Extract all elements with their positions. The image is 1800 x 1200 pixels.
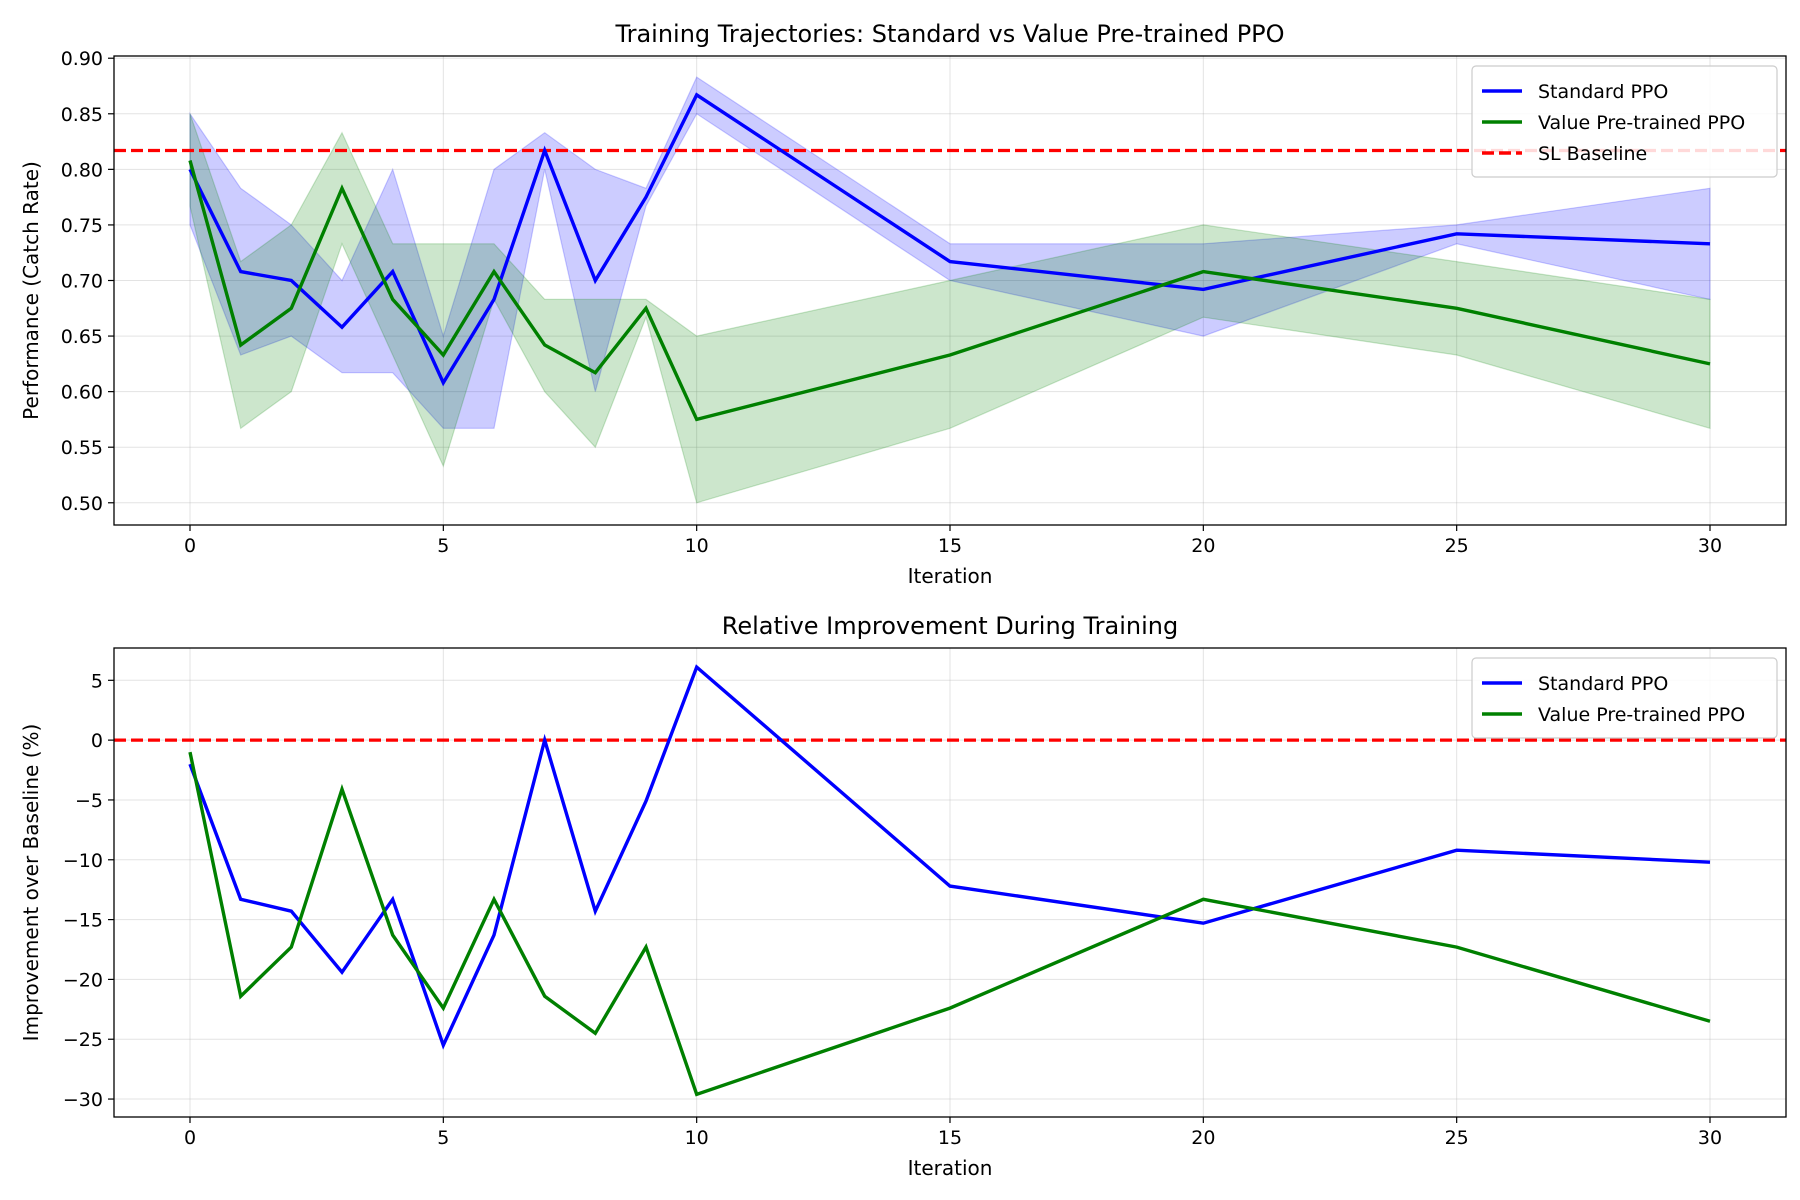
x-tick-label: 0 — [184, 1127, 196, 1149]
x-tick-label: 25 — [1445, 535, 1469, 557]
chart-1: 0 5 10 15 20 25 30 −30 −25 −20 −15 −10 −5 0 5 Relative … — [19, 612, 1787, 1180]
series-line-0 — [188, 664, 1711, 1050]
confidence-band-0 — [189, 76, 1711, 429]
x-tick-label: 20 — [1191, 535, 1215, 557]
y-tick-label: −15 — [63, 910, 103, 932]
y-tick-label: 0.70 — [61, 270, 103, 292]
y-tick-label: −30 — [63, 1089, 103, 1111]
x-tick-label: 10 — [685, 1127, 709, 1149]
y-tick-label: −5 — [75, 790, 103, 812]
y-tick-label: 5 — [91, 670, 103, 692]
legend-label-2: SL Baseline — [1538, 143, 1647, 165]
chart-title: Training Trajectories: Standard vs Value… — [614, 20, 1284, 48]
legend-box — [1471, 657, 1778, 739]
y-tick-label: −10 — [63, 850, 103, 872]
y-tick-label: −25 — [63, 1029, 103, 1051]
x-tick-label: 15 — [938, 1127, 962, 1149]
y-tick-label: 0.55 — [61, 437, 103, 459]
y-tick-label: 0.85 — [61, 104, 103, 126]
series-line-0 — [188, 92, 1711, 387]
legend-label-0: Standard PPO — [1538, 81, 1668, 103]
legend: Standard PPO Value Pre-trained PPO SL Base… — [1471, 65, 1778, 178]
x-tick-label: 20 — [1191, 1127, 1215, 1149]
y-tick-label: 0.50 — [61, 493, 103, 515]
x-axis-label: Iteration — [908, 564, 993, 588]
x-tick-label: 30 — [1698, 1127, 1722, 1149]
x-tick-label: 5 — [437, 1127, 449, 1149]
y-tick-label: 0 — [91, 730, 103, 752]
legend-label-1: Value Pre-trained PPO — [1538, 112, 1745, 134]
confidence-band-1 — [189, 113, 1711, 504]
y-tick-label: 0.65 — [61, 326, 103, 348]
y-tick-label: 0.80 — [61, 159, 103, 181]
y-tick-label: −20 — [63, 969, 103, 991]
x-tick-label: 15 — [938, 535, 962, 557]
y-tick-label: 0.90 — [61, 48, 103, 70]
legend-label-1: Value Pre-trained PPO — [1538, 704, 1745, 726]
y-axis-label: Performance (Catch Rate) — [19, 161, 43, 420]
x-tick-label: 10 — [685, 535, 709, 557]
x-tick-label: 5 — [437, 535, 449, 557]
x-tick-label: 25 — [1445, 1127, 1469, 1149]
y-tick-label: 0.60 — [61, 382, 103, 404]
x-tick-label: 30 — [1698, 535, 1722, 557]
legend: Standard PPO Value Pre-trained PPO — [1471, 657, 1778, 739]
legend-label-0: Standard PPO — [1538, 673, 1668, 695]
y-tick-label: 0.75 — [61, 215, 103, 237]
x-axis-label: Iteration — [908, 1156, 993, 1180]
series-line-1 — [188, 160, 1711, 422]
legend-box — [1471, 65, 1778, 178]
chart-title: Relative Improvement During Training — [722, 612, 1179, 640]
series-line-1 — [188, 751, 1711, 1097]
x-tick-label: 0 — [184, 535, 196, 557]
y-axis-label: Improvement over Baseline (%) — [19, 724, 43, 1042]
chart-0: 0 5 10 15 20 25 30 0.50 0.55 0.60 0.65 0.70 0.75 0.80… — [19, 20, 1787, 588]
